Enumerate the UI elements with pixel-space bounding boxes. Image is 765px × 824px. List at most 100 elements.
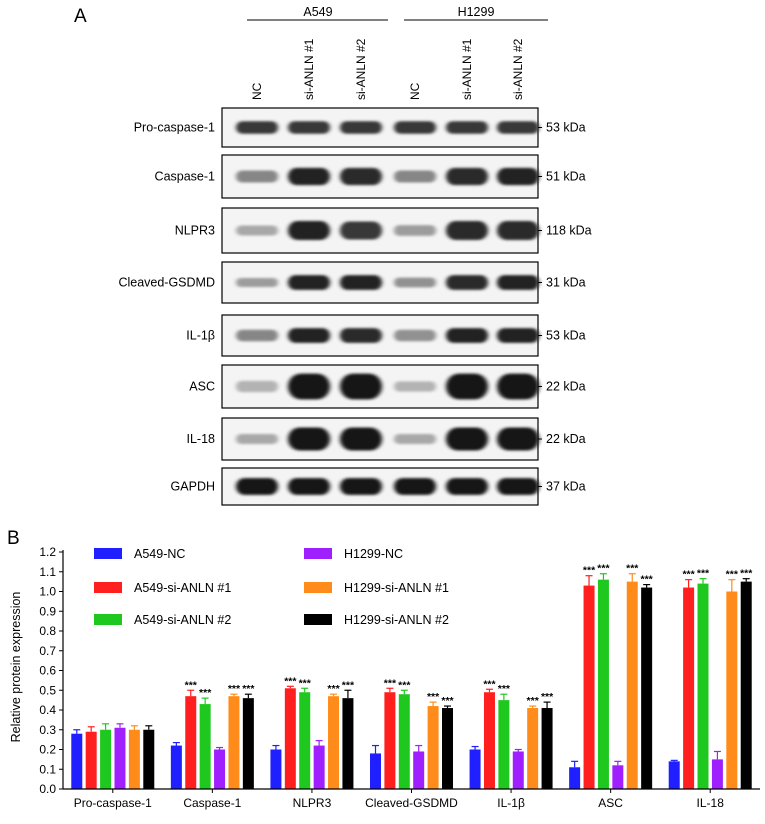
bar-group-item: *** [626,563,639,789]
protein-band [288,221,330,240]
y-tick-label: 1.0 [39,585,56,599]
protein-band [340,221,382,240]
protein-band [394,225,436,236]
significance-label: *** [498,683,511,695]
significance-label: *** [740,568,753,580]
x-tick-label: Cleaved-GSDMD [365,796,458,810]
bar [469,749,481,789]
molecular-weight-label: 51 kDa [546,170,586,184]
molecular-weight-label: 118 kDa [546,224,592,238]
bar-group-item: *** [199,687,212,789]
group-label-a549: A549 [303,5,332,19]
panel-a-letter: A [74,6,87,27]
significance-label: *** [299,677,312,689]
protein-band [446,221,488,240]
bar [726,591,738,789]
bar [683,587,695,789]
bar-group-item [214,746,226,789]
protein-band [340,328,382,343]
y-tick-label: 0.8 [39,624,56,638]
legend-label: A549-NC [134,547,185,561]
y-axis: 0.0 0.1 0.2 0.3 0.4 0.5 0.6 0.7 0.8 0.9 1.0 1.1 1.2 [39,545,64,796]
legend-label: H1299-si-ANLN #1 [344,581,449,595]
protein-band [340,373,382,400]
lane-label: si-ANLN #2 [511,38,525,100]
protein-band [236,329,278,342]
bar [114,727,126,789]
bar-group-item: *** [398,679,411,789]
blot-label: NLPR3 [175,224,215,238]
bar [128,729,140,789]
significance-label: *** [185,679,198,691]
protein-band [497,275,539,290]
protein-band [340,427,382,451]
bar-group-item: *** [327,683,341,789]
protein-band [446,427,488,451]
bar-group-item [143,725,155,789]
bar-group-item: *** [583,565,596,789]
bar-group-item: *** [682,569,696,789]
significance-label: *** [541,691,554,703]
legend-swatch [94,614,122,625]
bar-group-item [170,741,182,789]
legend: A549-NC A549-si-ANLN #1 A549-si-ANLN #2 H12… [94,547,449,627]
y-tick-label: 0.7 [39,644,56,658]
bar-group-item: *** [427,691,440,789]
legend-swatch [304,614,332,625]
protein-band [394,478,436,495]
molecular-weight-label: 37 kDa [546,480,586,494]
bar-group-item [128,725,140,789]
bar-group-item: *** [498,683,511,789]
significance-label: *** [483,678,496,690]
blot-row: Pro-caspase-1 53 kDa [134,107,586,148]
protein-band [394,121,436,134]
protein-band [497,121,539,134]
bar [228,696,240,789]
legend-entry: A549-si-ANLN #2 [94,613,231,627]
significance-label: *** [597,563,610,575]
bar [71,733,83,789]
protein-band [288,427,330,451]
bar [668,761,680,789]
legend-entry: H1299-si-ANLN #2 [304,613,449,627]
bar [413,751,425,789]
blot-row: Caspase-1 51 kDa [155,154,586,199]
significance-label: *** [228,683,241,695]
bar [284,688,296,789]
bar [328,696,340,789]
blot-row: Cleaved-GSDMD 31 kDa [118,261,586,304]
bar [569,767,581,789]
protein-band [288,167,330,186]
legend-swatch [304,582,332,593]
protein-band [394,433,436,445]
bar-group-item [313,740,325,789]
bar-group-item: *** [185,679,198,789]
bar-group-item: *** [697,568,710,789]
bar [597,579,609,789]
blot-label: Cleaved-GSDMD [118,276,215,290]
significance-label: *** [527,695,540,707]
y-tick-label: 1.2 [39,545,56,559]
panel-a-western-blot: A A549 NC si-ANLN #1 si-ANLN #2 H1299 NC si-AN… [74,5,592,506]
protein-band [340,478,382,495]
bar-series: ****** *** ****** *** *** *** *** ****** ****** *… [71,563,753,789]
bar [384,692,396,789]
significance-label: *** [626,563,639,575]
y-tick-label: 0.1 [39,762,56,776]
blot-label: Caspase-1 [155,170,215,184]
legend-swatch [94,582,122,593]
significance-label: *** [641,574,654,586]
molecular-weight-label: 53 kDa [546,329,586,343]
panel-b-letter: B [7,528,20,549]
protein-band [288,328,330,343]
legend-entry: A549-si-ANLN #1 [94,581,231,595]
y-tick-label: 1.1 [39,565,56,579]
significance-label: *** [583,565,596,577]
bar-group-item [71,729,83,789]
bar [697,583,709,789]
y-tick-label: 0.0 [39,782,56,796]
group-label-h1299: H1299 [458,5,495,19]
bar-group-item: *** [342,679,355,789]
bar [442,708,453,789]
